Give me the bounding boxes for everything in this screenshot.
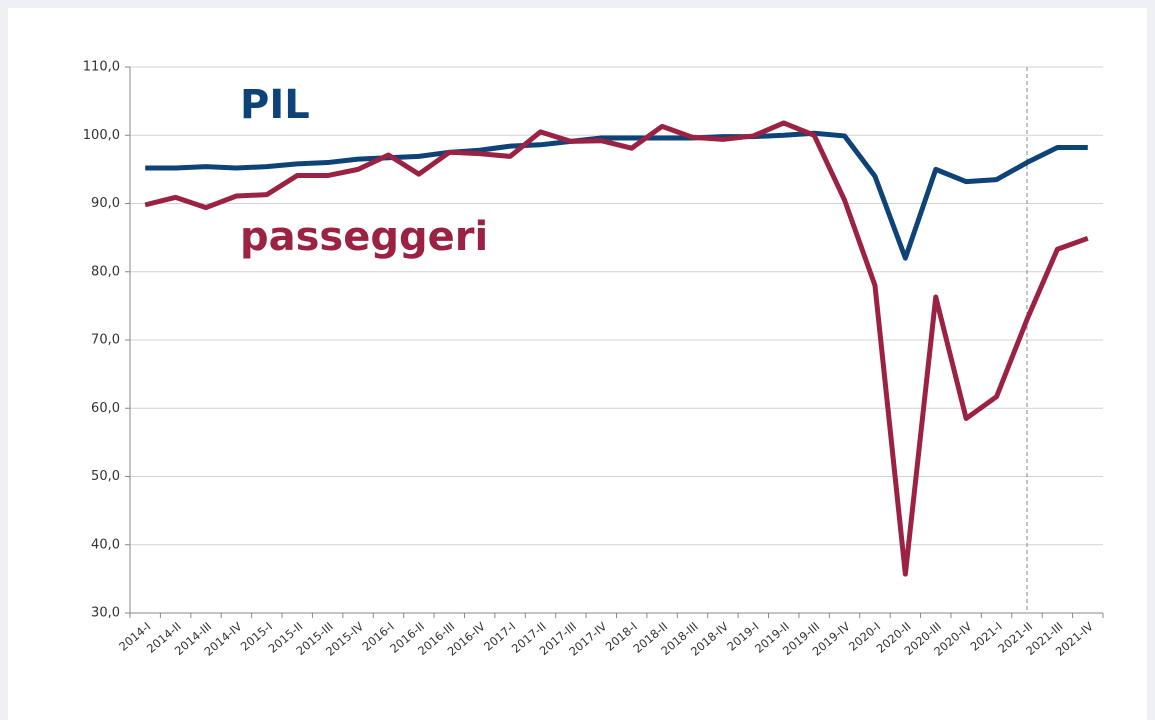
y-tick-label: 40,0 (91, 537, 120, 552)
series-line (144, 120, 1089, 577)
y-tick-label: 80,0 (91, 264, 120, 279)
y-tick-label: 90,0 (91, 196, 120, 211)
y-tick-label: 60,0 (91, 401, 120, 416)
y-tick-label: 30,0 (91, 606, 120, 621)
card (8, 8, 1147, 720)
y-tick-label: 70,0 (91, 333, 120, 348)
y-tick-label: 100,0 (83, 128, 120, 143)
y-tick-label: 50,0 (91, 469, 120, 484)
y-tick-label: 110,0 (83, 60, 120, 75)
series-line (145, 130, 1088, 261)
series-label: PIL (240, 82, 310, 128)
series-label: passeggeri (240, 214, 488, 260)
